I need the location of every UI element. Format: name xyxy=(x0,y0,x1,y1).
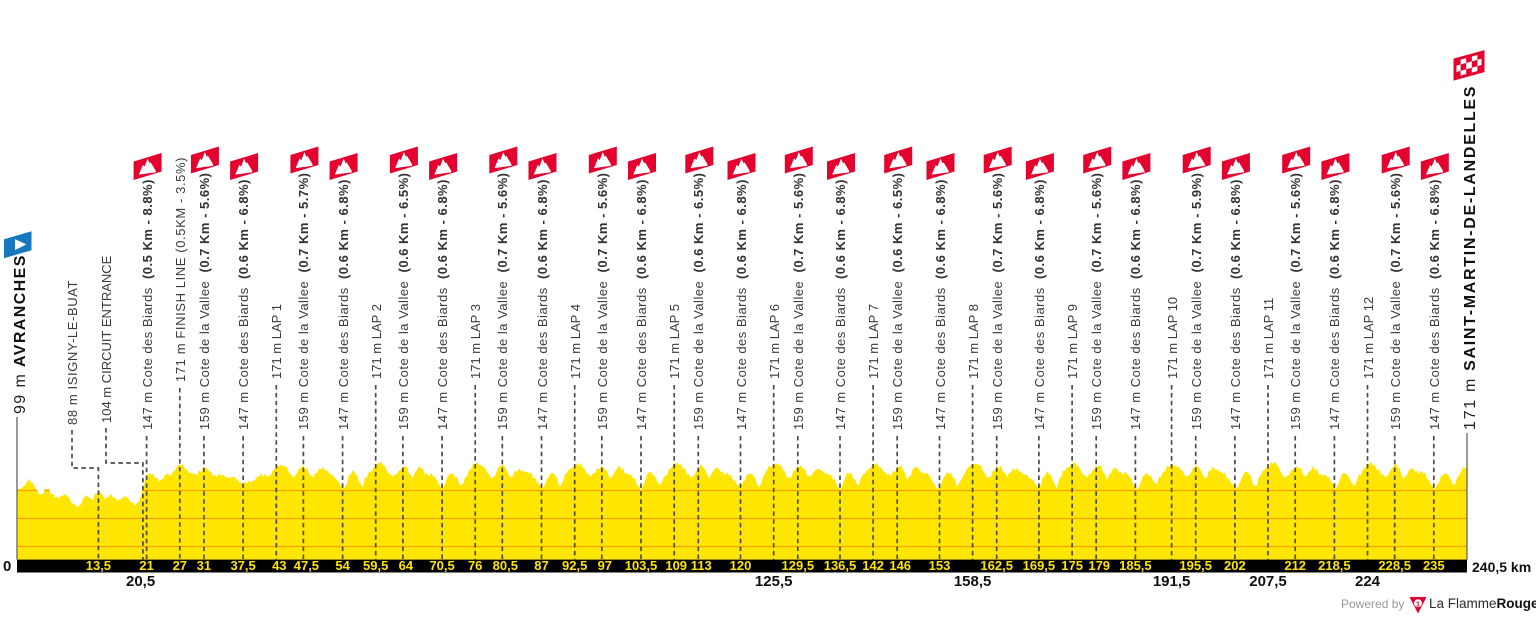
svg-text:1: 1 xyxy=(1416,599,1420,608)
